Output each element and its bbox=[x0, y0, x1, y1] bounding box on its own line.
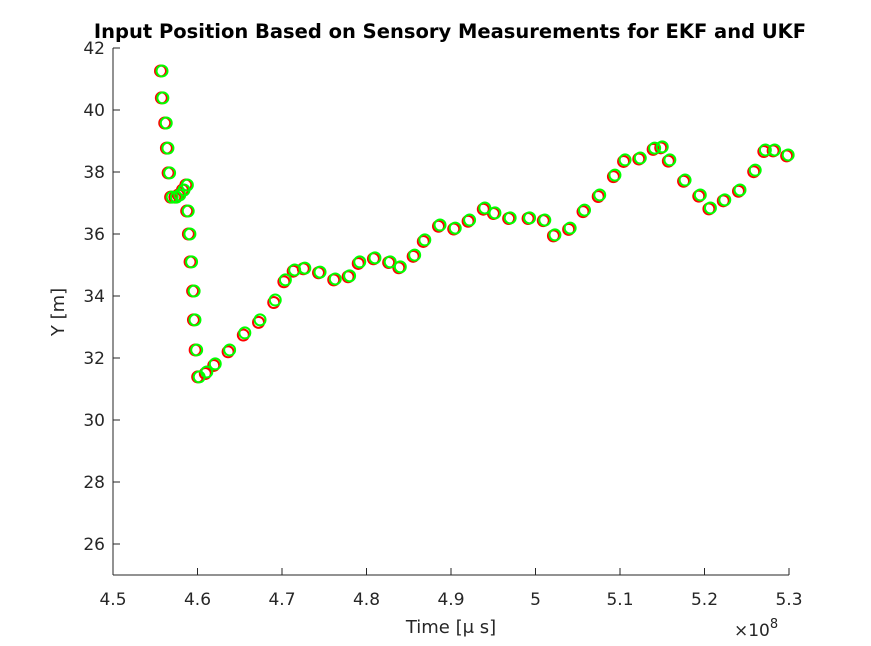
point bbox=[503, 211, 517, 225]
point bbox=[416, 234, 430, 248]
point bbox=[353, 255, 367, 269]
point bbox=[606, 170, 620, 184]
point bbox=[223, 343, 237, 357]
y-axis-label: Y [m] bbox=[48, 288, 69, 337]
point bbox=[187, 284, 201, 298]
point bbox=[188, 313, 202, 327]
point bbox=[313, 265, 327, 279]
point bbox=[703, 201, 717, 215]
point bbox=[633, 151, 647, 165]
point bbox=[408, 248, 422, 262]
point bbox=[221, 345, 235, 359]
x-tick-label: 5.1 bbox=[606, 590, 633, 610]
point bbox=[183, 227, 197, 241]
x-tick-label: 4.7 bbox=[268, 590, 295, 610]
point bbox=[238, 326, 252, 340]
point bbox=[747, 165, 761, 179]
point bbox=[161, 141, 175, 155]
y-tick-label: 32 bbox=[83, 349, 105, 369]
point bbox=[655, 140, 669, 154]
y-tick-label: 30 bbox=[83, 411, 105, 431]
point bbox=[478, 201, 492, 215]
point bbox=[278, 273, 292, 287]
point bbox=[758, 143, 772, 157]
point bbox=[328, 272, 342, 286]
point bbox=[253, 313, 267, 327]
point bbox=[663, 153, 677, 167]
point bbox=[383, 255, 397, 269]
point bbox=[576, 205, 590, 219]
point bbox=[185, 255, 199, 269]
point bbox=[180, 178, 194, 192]
point bbox=[578, 203, 592, 217]
point bbox=[648, 141, 662, 155]
point bbox=[433, 218, 447, 232]
x-axis-label: Time [μ s] bbox=[405, 617, 496, 638]
x-tick-label: 4.5 bbox=[99, 590, 126, 610]
point bbox=[617, 154, 631, 168]
y-tick-label: 42 bbox=[83, 39, 105, 59]
point bbox=[181, 204, 195, 218]
y-tick-label: 40 bbox=[83, 101, 105, 121]
point bbox=[208, 357, 222, 371]
point bbox=[277, 275, 291, 289]
point bbox=[190, 343, 204, 357]
point bbox=[768, 143, 782, 157]
y-tick-label: 34 bbox=[83, 287, 105, 307]
point bbox=[207, 358, 221, 372]
x-tick-label: 4.6 bbox=[184, 590, 211, 610]
point bbox=[548, 228, 562, 242]
point bbox=[538, 213, 552, 227]
point bbox=[343, 269, 357, 283]
point bbox=[268, 293, 282, 307]
point bbox=[593, 188, 607, 202]
point bbox=[393, 260, 407, 274]
point bbox=[523, 211, 537, 225]
y-tick-label: 28 bbox=[83, 473, 105, 493]
point bbox=[351, 256, 365, 270]
chart-title: Input Position Based on Sensory Measurem… bbox=[94, 20, 806, 43]
x-tick-label: 4.8 bbox=[353, 590, 380, 610]
point bbox=[155, 64, 169, 78]
point bbox=[298, 261, 312, 275]
point bbox=[418, 233, 432, 247]
point bbox=[591, 189, 605, 203]
point bbox=[608, 168, 622, 182]
point bbox=[693, 188, 707, 202]
point bbox=[368, 251, 382, 265]
point bbox=[748, 163, 762, 177]
point bbox=[200, 365, 214, 379]
y-tick-label: 38 bbox=[83, 163, 105, 183]
y-tick-label: 26 bbox=[83, 535, 105, 555]
point bbox=[678, 173, 692, 187]
point bbox=[733, 183, 747, 197]
x-tick-label: 5.3 bbox=[775, 590, 802, 610]
point bbox=[618, 153, 632, 167]
x-tick-label: 5 bbox=[530, 590, 541, 610]
multiplier: ×10 bbox=[734, 621, 770, 641]
x-tick-label: 4.9 bbox=[437, 590, 464, 610]
point bbox=[463, 213, 477, 227]
y-tick-label: 36 bbox=[83, 225, 105, 245]
point bbox=[718, 193, 732, 207]
point bbox=[159, 116, 173, 130]
x-multiplier: ×108 bbox=[734, 617, 778, 641]
point bbox=[448, 221, 462, 235]
point bbox=[781, 148, 795, 162]
point bbox=[563, 221, 577, 235]
point bbox=[163, 166, 177, 180]
exponent: 8 bbox=[770, 617, 778, 632]
x-tick-label: 5.2 bbox=[691, 590, 718, 610]
point bbox=[165, 190, 179, 204]
point bbox=[488, 206, 502, 220]
point bbox=[156, 91, 170, 105]
